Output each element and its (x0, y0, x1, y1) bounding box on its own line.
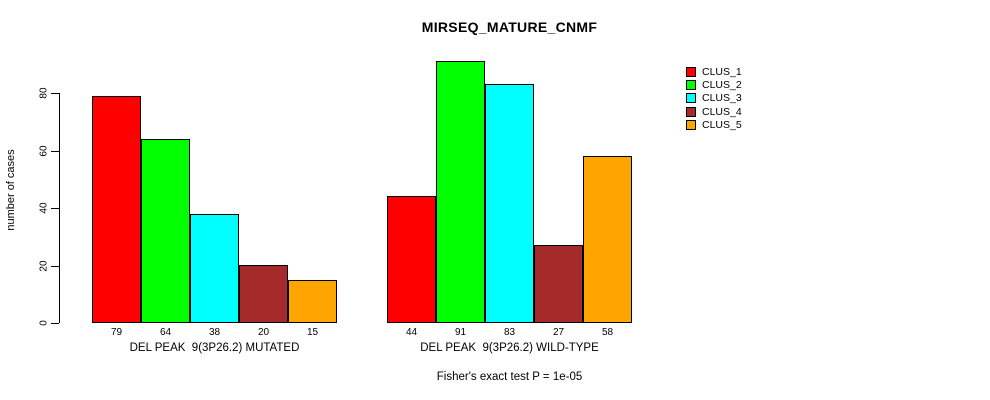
y-tick-label: 0 (38, 320, 50, 326)
bar-clus_3 (190, 214, 239, 323)
chart-title: MIRSEQ_MATURE_CNMF (421, 19, 598, 35)
bar-clus_2 (436, 61, 485, 323)
bar-value-label: 27 (552, 327, 565, 338)
x-group-label: DEL PEAK 9(3P26.2) WILD-TYPE (420, 342, 599, 354)
legend-swatch-clus_3 (686, 93, 696, 103)
y-tick-mark (51, 266, 59, 267)
bar-clus_4 (239, 265, 288, 323)
bar-value-label: 44 (405, 327, 418, 338)
bar-value-label: 15 (306, 327, 319, 338)
bar-clus_1 (92, 96, 141, 323)
bar-clus_5 (288, 280, 337, 323)
y-tick-mark (51, 323, 59, 324)
bar-clus_5 (583, 156, 632, 323)
legend-label-clus_3: CLUS_3 (702, 92, 742, 104)
legend-label-clus_2: CLUS_2 (702, 79, 742, 91)
y-axis-title: number of cases (5, 149, 17, 231)
bar-value-label: 58 (601, 327, 614, 338)
legend-swatch-clus_2 (686, 80, 696, 90)
annotation-text: Fisher's exact test P = 1e-05 (436, 371, 583, 383)
bar-clus_3 (485, 84, 534, 323)
bar-value-label: 64 (159, 327, 172, 338)
bar-value-label: 20 (257, 327, 270, 338)
legend-swatch-clus_1 (686, 67, 696, 77)
y-tick-mark (51, 208, 59, 209)
legend-label-clus_5: CLUS_5 (702, 119, 742, 131)
bar-value-label: 79 (110, 327, 123, 338)
bar-value-label: 38 (208, 327, 221, 338)
y-tick-label: 80 (38, 87, 50, 99)
bar-clus_2 (141, 139, 190, 323)
x-group-label: DEL PEAK 9(3P26.2) MUTATED (129, 342, 300, 354)
legend-label-clus_4: CLUS_4 (702, 106, 742, 118)
y-tick-mark (51, 93, 59, 94)
y-tick-label: 40 (38, 202, 50, 214)
bar-value-label: 91 (454, 327, 467, 338)
bar-clus_4 (534, 245, 583, 323)
y-tick-mark (51, 151, 59, 152)
y-tick-label: 20 (38, 260, 50, 272)
bar-clus_1 (387, 196, 436, 323)
legend-swatch-clus_5 (686, 120, 696, 130)
y-tick-label: 60 (38, 145, 50, 157)
legend-swatch-clus_4 (686, 107, 696, 117)
legend-label-clus_1: CLUS_1 (702, 66, 742, 78)
bar-value-label: 83 (503, 327, 516, 338)
y-axis-line (59, 93, 60, 323)
